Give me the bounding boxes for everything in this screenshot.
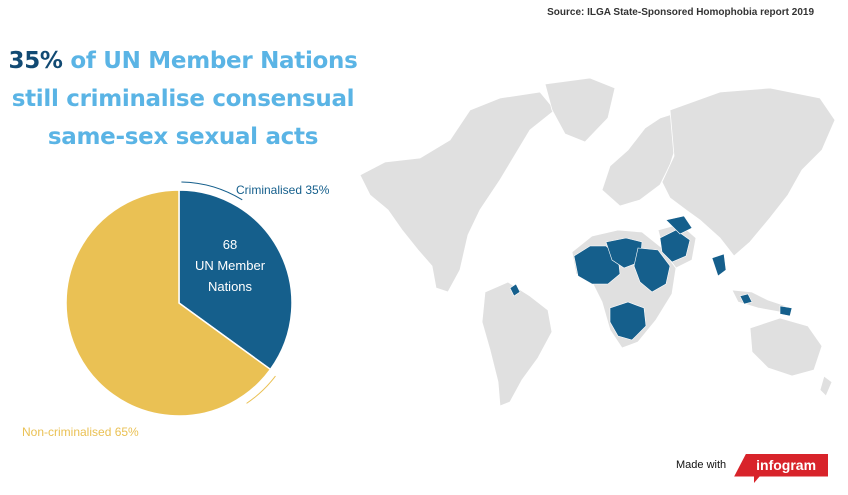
pie-label-criminalised: Criminalised 35%: [236, 183, 330, 197]
headline-line-1: 35% of UN Member Nations: [0, 42, 366, 80]
map-criminalised-east-africa: [633, 247, 671, 293]
pie-slice-criminalised[interactable]: [178, 189, 293, 371]
map-criminalised-png: [779, 305, 793, 317]
pie-center-label-line: 68: [223, 237, 237, 252]
map-criminalised-gulf: [665, 215, 693, 235]
map-north-america: [359, 91, 556, 293]
footer: Made with infogram: [676, 452, 829, 478]
map-new-zealand: [819, 375, 833, 397]
map-criminalised-west-africa: [573, 245, 621, 285]
map-indonesia: [731, 289, 787, 313]
map-asia: [661, 87, 836, 257]
map-australia: [749, 317, 823, 377]
headline-line-1-rest: of UN Member Nations: [62, 48, 358, 74]
pie-label-bracket: [181, 181, 243, 201]
pie-slice-non-criminalised[interactable]: [65, 189, 272, 417]
source-note: Source: ILGA State-Sponsored Homophobia …: [547, 7, 814, 18]
world-map-icon: [359, 77, 836, 407]
map-criminalised-south-asia: [711, 253, 727, 277]
pie-center-label-line: UN Member: [195, 258, 266, 273]
pie-center-label-line: Nations: [208, 279, 253, 294]
pie-label-bracket: [246, 375, 276, 404]
pie-label-non-criminalised: Non-criminalised 65%: [22, 425, 139, 439]
map-south-america: [481, 281, 553, 407]
infogram-logo[interactable]: infogram: [734, 453, 829, 477]
map-greenland: [544, 77, 616, 143]
headline: 35% of UN Member Nations still criminali…: [0, 42, 366, 156]
headline-highlight: 35%: [8, 48, 63, 74]
made-with-label: Made with: [676, 459, 727, 471]
logo-tail: [754, 476, 760, 483]
pie-chart: Criminalised 35% Non-criminalised 65% 68 UN…: [22, 181, 330, 439]
headline-line-2: still criminalise consensual: [11, 86, 355, 112]
map-criminalised-southern-africa: [609, 301, 647, 341]
criminalising-countries: [509, 215, 793, 341]
map-criminalised-caribbean: [509, 283, 521, 297]
map-criminalised-se-asia: [739, 293, 753, 305]
headline-line-3: same-sex sexual acts: [47, 124, 319, 150]
